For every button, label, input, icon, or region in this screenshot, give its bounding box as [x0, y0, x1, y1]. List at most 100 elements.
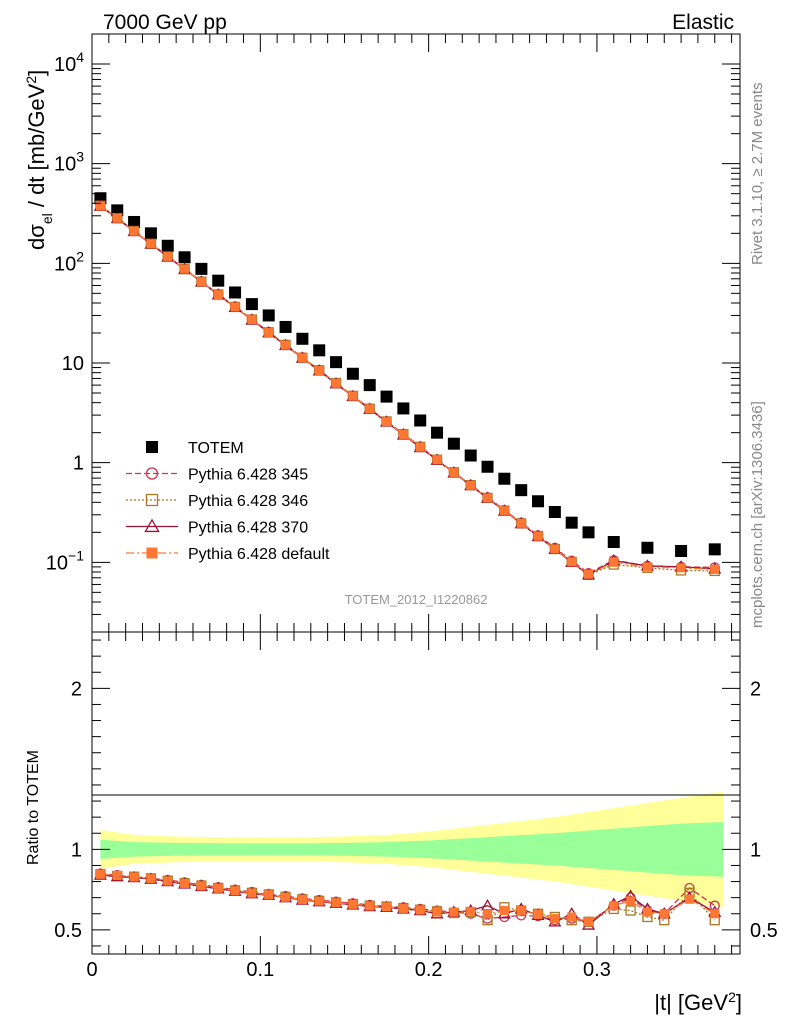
- legend-entry-3: Pythia 6.428 370: [126, 518, 308, 537]
- ratio-point: [382, 902, 392, 912]
- tick-exponent: 2: [76, 248, 84, 264]
- legend-entry-2: Pythia 6.428 346: [126, 493, 308, 510]
- data-point: [212, 274, 225, 287]
- data-point: [112, 213, 122, 223]
- y-label-sub: el: [39, 213, 55, 224]
- process-label: 7000 GeV pp: [103, 11, 227, 34]
- data-point: [567, 557, 577, 567]
- y-label-mid: / dt [mb/GeV: [24, 83, 49, 213]
- data-point: [196, 277, 206, 287]
- series-line: [100, 205, 715, 575]
- data-point: [415, 442, 425, 452]
- x-label-pre: |t| [GeV: [654, 990, 728, 1015]
- data-point: [447, 437, 460, 450]
- ratio-point: [230, 886, 240, 896]
- data-point: [533, 531, 543, 541]
- y-tick-label: 1: [73, 453, 84, 475]
- data-point: [161, 239, 174, 252]
- x-tick-label: 0.2: [415, 959, 443, 981]
- data-point: [264, 328, 274, 338]
- ratio-point: [95, 869, 105, 879]
- data-point: [515, 484, 528, 497]
- tick-exponent: 3: [76, 149, 84, 165]
- ratio-y-tick-label: 0.5: [54, 920, 82, 942]
- analysis-id-label: TOTEM_2012_I1220862: [345, 592, 488, 607]
- y-tick-label: 10−1: [46, 547, 84, 574]
- data-point: [532, 495, 545, 508]
- legend-entry-0: TOTEM: [146, 440, 244, 457]
- data-point: [365, 404, 375, 414]
- ratio-point: [626, 896, 636, 906]
- ratio-point: [180, 878, 190, 888]
- ratio-point: [331, 898, 341, 908]
- data-point: [499, 506, 509, 516]
- data-point: [229, 286, 242, 299]
- ratio-point: [432, 907, 442, 917]
- legend-entry-1: Pythia 6.428 345: [126, 467, 308, 484]
- data-point: [584, 569, 594, 579]
- ratio-point: [398, 903, 408, 913]
- data-point: [95, 201, 105, 211]
- y-label-sup: 2: [23, 76, 39, 84]
- bottom-panel: 0.5 0.5 1 1 2 2 0 0.1 0.2 0.3: [54, 631, 778, 981]
- data-point: [710, 564, 720, 574]
- ratio-point: [449, 907, 459, 917]
- legend-marker: [145, 467, 159, 480]
- x-axis-label: |t| [GeV2]: [654, 989, 742, 1015]
- ratio-point: [112, 870, 122, 880]
- data-point: [230, 302, 240, 312]
- y-tick-label: 103: [54, 149, 84, 176]
- rivet-label: Rivet 3.1.10, ≥ 2.7M events: [749, 83, 766, 266]
- data-point: [382, 417, 392, 427]
- ratio-point: [365, 901, 375, 911]
- legend-entry-4: Pythia 6.428 default: [126, 546, 330, 563]
- data-point: [348, 391, 358, 401]
- ratio-y-tick-label-right: 1: [750, 839, 761, 861]
- data-point: [281, 340, 291, 350]
- data-point: [708, 543, 721, 556]
- ratio-point: [281, 892, 291, 902]
- data-point: [642, 562, 652, 572]
- ratio-point: [625, 905, 636, 916]
- tick-exponent: −1: [68, 547, 84, 563]
- data-point: [313, 344, 326, 357]
- ratio-point: [659, 909, 669, 919]
- legend-marker: [145, 493, 159, 507]
- tick-base: 10: [54, 253, 76, 275]
- legend-label: Pythia 6.428 346: [188, 493, 308, 510]
- data-point: [548, 505, 561, 518]
- data-point: [247, 315, 257, 325]
- legend-label: Pythia 6.428 345: [188, 467, 308, 484]
- y-label-pre: dσ: [24, 224, 49, 250]
- data-point: [398, 429, 408, 439]
- data-point: [676, 563, 686, 573]
- data-point: [178, 251, 191, 264]
- ratio-line: [100, 873, 716, 923]
- tick-base: 10: [54, 154, 76, 176]
- data-point: [279, 320, 292, 333]
- ratio-uncertainty-band: [100, 791, 724, 908]
- data-point: [432, 455, 442, 465]
- ratio-point: [129, 872, 139, 882]
- ratio-point: [415, 905, 425, 915]
- ratio-point: [609, 901, 619, 911]
- series-0: [94, 192, 721, 557]
- tick-base: 10: [46, 552, 68, 574]
- ratio-point: [348, 899, 358, 909]
- ratio-point: [483, 909, 493, 919]
- data-point: [129, 226, 139, 236]
- x-tick-label: 0: [86, 959, 97, 981]
- ratio-y-tick-label-right: 0.5: [750, 920, 778, 942]
- bottom-frame: [91, 631, 741, 955]
- data-point: [449, 468, 459, 478]
- series-line: [100, 205, 715, 574]
- data-point: [414, 414, 427, 427]
- ratio-point: [533, 910, 543, 920]
- data-point: [675, 544, 688, 557]
- ratio-point: [163, 876, 173, 886]
- data-point: [296, 332, 309, 345]
- top-y-axis-label: dσel / dt [mb/GeV2]: [23, 70, 55, 250]
- ratio-point: [146, 874, 156, 884]
